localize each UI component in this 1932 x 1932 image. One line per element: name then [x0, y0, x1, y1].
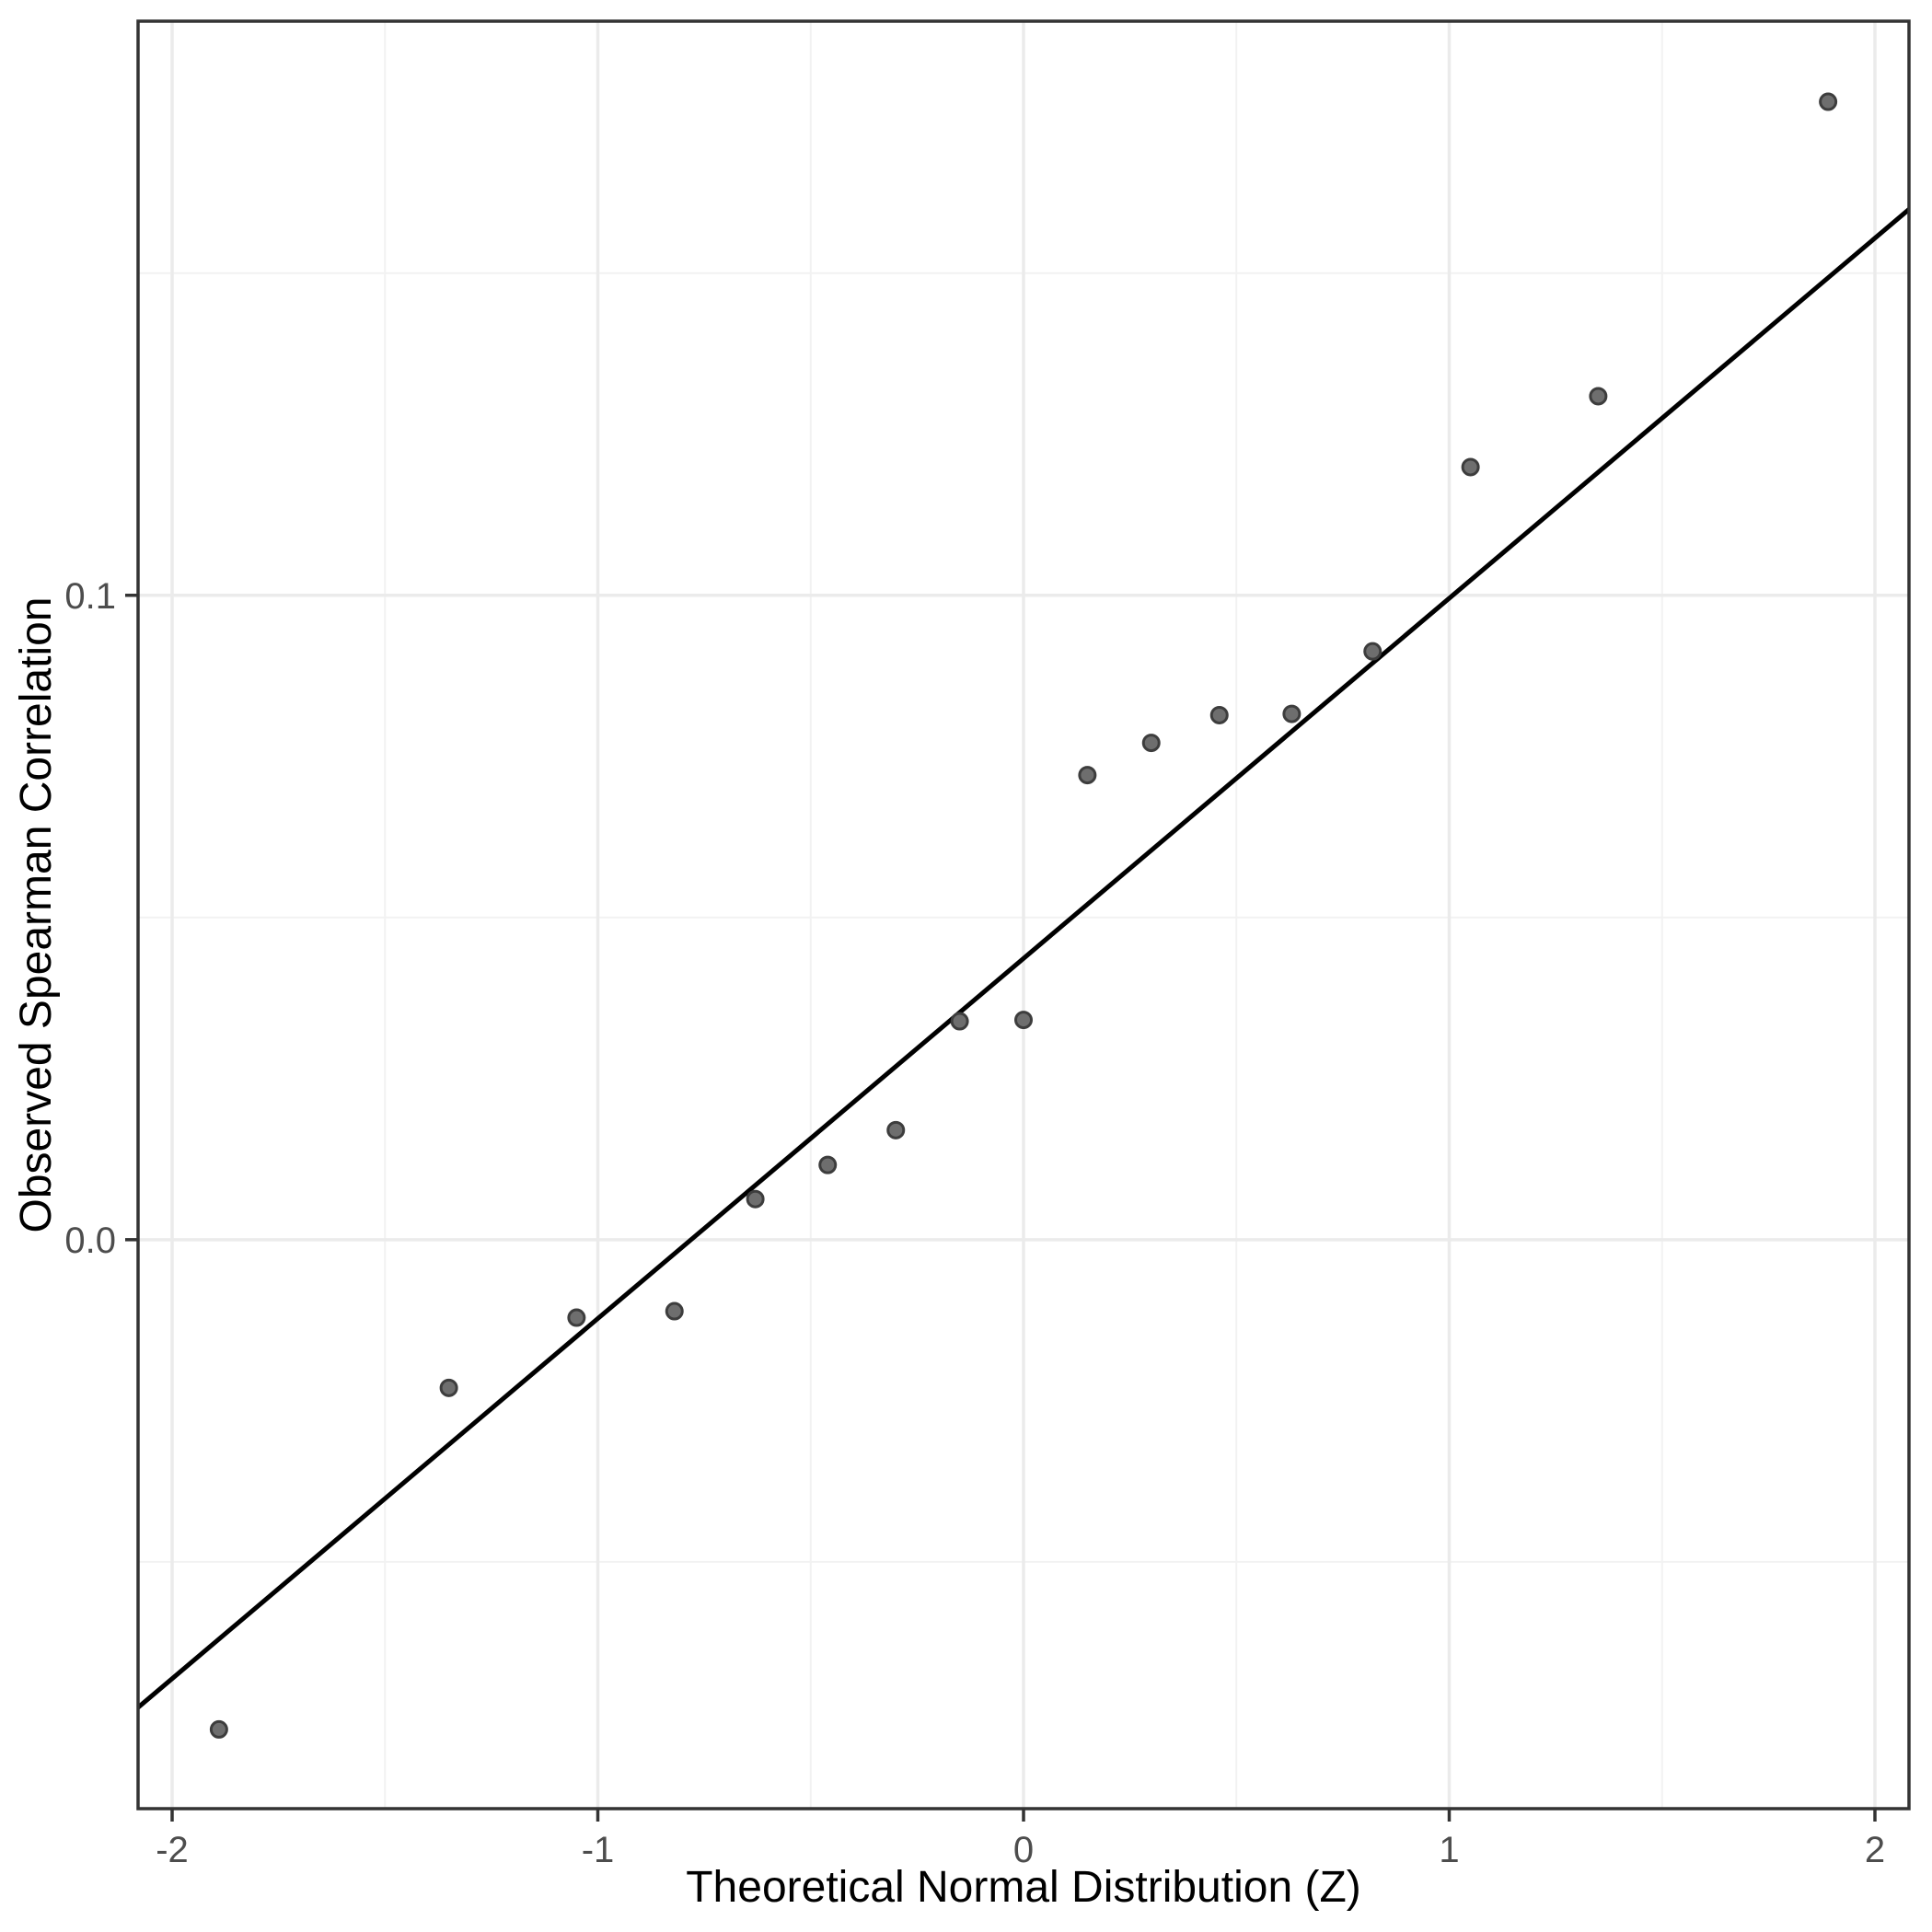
- data-point: [1282, 704, 1301, 723]
- y-axis: 0.0 0.1: [64, 576, 138, 1261]
- x-axis: -2 -1 0 1 2: [156, 1809, 1885, 1870]
- data-point: [746, 1189, 765, 1209]
- x-axis-title: Theoretical Normal Distribution (Z): [686, 1863, 1361, 1912]
- data-point: [1589, 387, 1608, 406]
- data-point: [1141, 734, 1161, 753]
- data-point: [950, 1012, 969, 1031]
- data-points: [209, 92, 1838, 1739]
- data-point: [439, 1378, 458, 1397]
- data-point: [1461, 457, 1480, 477]
- data-point: [1819, 92, 1838, 111]
- trend-line: [136, 207, 1911, 1709]
- y-tick-label: 0.1: [64, 576, 116, 617]
- data-point: [665, 1301, 684, 1321]
- data-point: [1078, 766, 1097, 785]
- x-tick-label: -1: [582, 1830, 615, 1870]
- data-point: [1363, 642, 1382, 661]
- data-point: [818, 1155, 838, 1174]
- x-tick-label: 2: [1865, 1830, 1885, 1870]
- data-point: [1014, 1011, 1033, 1030]
- x-tick-label: -2: [156, 1830, 189, 1870]
- data-point: [886, 1120, 906, 1140]
- data-point: [1209, 705, 1229, 724]
- data-point: [209, 1719, 228, 1739]
- x-tick-label: 1: [1439, 1830, 1459, 1870]
- data-point: [567, 1308, 586, 1327]
- y-tick-label: 0.0: [64, 1221, 116, 1261]
- major-gridlines: [138, 21, 1909, 1809]
- x-tick-label: 0: [1013, 1830, 1034, 1870]
- y-axis-title: Observed Spearman Correlation: [12, 596, 61, 1232]
